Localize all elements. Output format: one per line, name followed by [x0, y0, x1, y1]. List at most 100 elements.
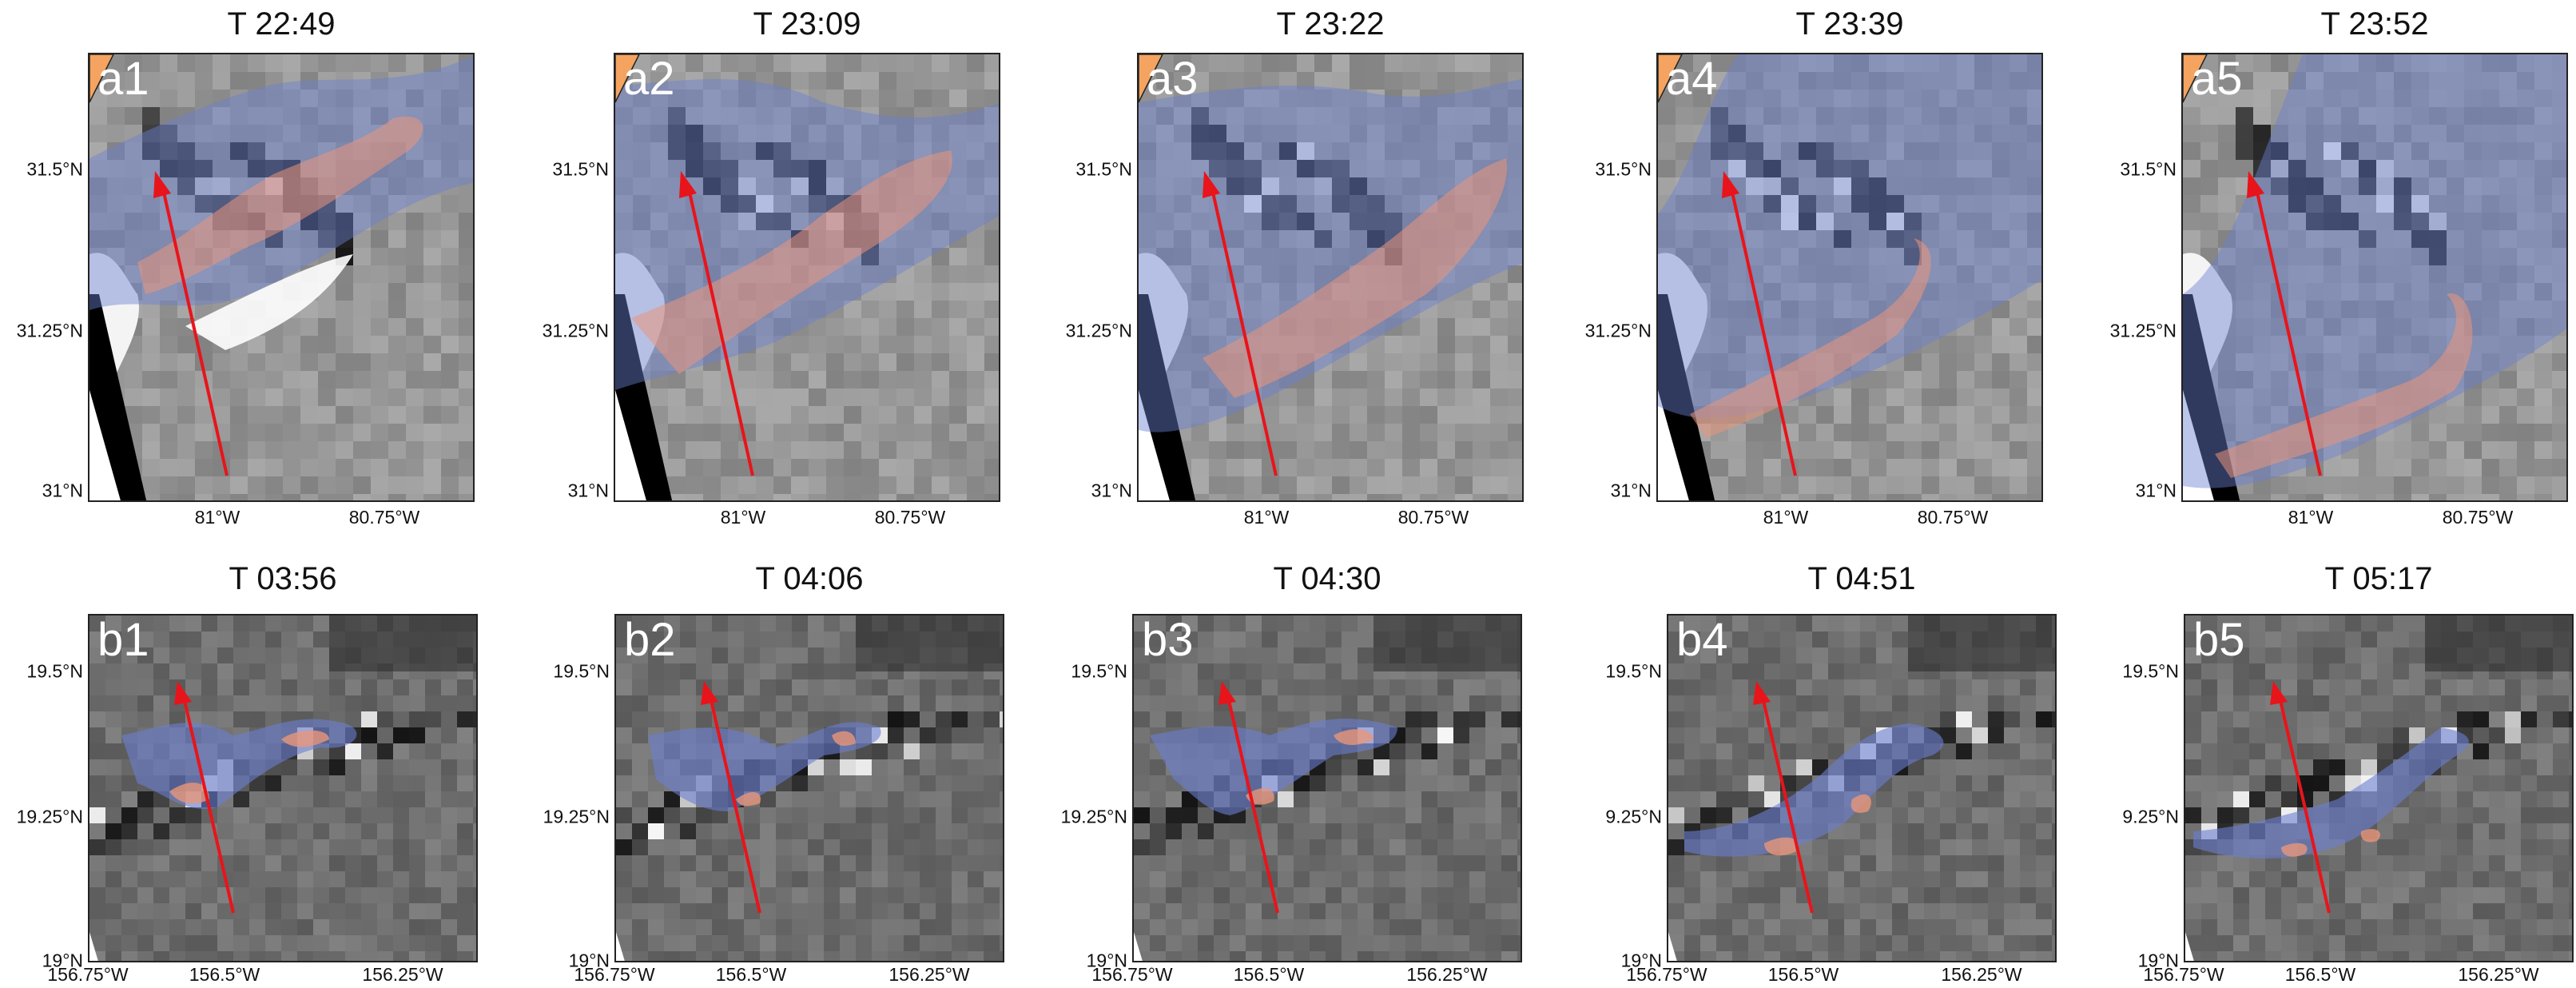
lat-tick-label: 9.25°N [1605, 806, 1662, 827]
land-wedge [1658, 54, 1683, 103]
panel-label: a1 [97, 53, 149, 105]
panel-label: b2 [624, 614, 676, 666]
land-wedge [615, 54, 640, 103]
lon-tick-label: 156.75°W [1091, 964, 1173, 985]
lat-tick-label: 31.5°N [1595, 158, 1652, 180]
panel-title: T 23:22 [1276, 6, 1385, 42]
transect-arrow [1753, 681, 1814, 914]
lon-tick-label: 156.5°W [715, 964, 787, 985]
dark-region [1908, 616, 2055, 671]
map-panel: a4 [1656, 53, 2043, 502]
positive-overlay [1764, 794, 1871, 856]
panel-label: b3 [1142, 614, 1194, 666]
lat-tick-label: 31.25°N [16, 320, 83, 341]
arrow-head [1218, 681, 1236, 705]
nodata-corner [89, 390, 121, 500]
lat-tick-label: 19.5°N [553, 660, 610, 682]
lon-tick-label: 156.25°W [1406, 964, 1488, 985]
lat-tick-label: 31°N [42, 480, 83, 501]
panel-label: b1 [97, 614, 149, 666]
map-panel: a1 [88, 53, 475, 502]
lon-tick-label: 156.25°W [2458, 964, 2539, 985]
positive-overlay [137, 116, 423, 294]
lon-tick-label: 81°W [194, 507, 241, 528]
lon-tick-label: 156.5°W [189, 964, 260, 985]
map-panel: b1 [88, 614, 478, 962]
map-canvas [89, 616, 476, 961]
map-canvas [1139, 54, 1522, 500]
lat-tick-label: 19.5°N [26, 660, 83, 682]
map-panel: a5 [2181, 53, 2568, 502]
lon-tick-label: 156.25°W [362, 964, 443, 985]
negative-overlay [648, 722, 881, 811]
positive-overlay [1203, 158, 1508, 398]
transect-arrow [2270, 681, 2331, 914]
negative-overlay [2183, 54, 2566, 488]
lat-tick-label: 19.5°N [2122, 660, 2179, 682]
arrow-head [1203, 171, 1220, 198]
negative-overlay [2193, 727, 2469, 859]
lon-tick-label: 156.25°W [1941, 964, 2022, 985]
transect-arrow [174, 681, 235, 914]
lat-tick-label: 9.25°N [2122, 806, 2179, 827]
map-panel: b2 [614, 614, 1004, 962]
map-canvas [2185, 616, 2572, 961]
land-wedge [2183, 54, 2208, 103]
panel-title: T 22:49 [227, 6, 336, 42]
panel-title: T 04:51 [1807, 561, 1916, 596]
arrow-head [2270, 681, 2288, 705]
positive-overlay [2281, 829, 2380, 857]
lon-tick-label: 156.75°W [1626, 964, 1707, 985]
lat-tick-label: 31°N [1091, 480, 1132, 501]
lat-tick-label: 31.25°N [542, 320, 609, 341]
negative-overlay [1684, 723, 1944, 857]
lat-tick-label: 31°N [567, 480, 609, 501]
transect-arrow [1722, 171, 1797, 476]
lat-tick-label: 31.25°N [1584, 320, 1652, 341]
arrow-head [1753, 681, 1771, 705]
lat-tick-label: 31.5°N [552, 158, 609, 180]
lat-tick-label: 31.5°N [1075, 158, 1132, 180]
positive-overlay [1246, 729, 1373, 805]
lon-tick-label: 80.75°W [1917, 507, 1989, 528]
nodata-corner [1658, 390, 1689, 500]
panel-title: T 23:39 [1795, 6, 1904, 42]
lat-tick-label: 19.25°N [543, 806, 610, 827]
lon-tick-label: 81°W [2288, 507, 2334, 528]
map-panel: b3 [1132, 614, 1522, 962]
lat-tick-label: 19°N [2137, 950, 2179, 971]
panel-title: T 03:56 [229, 561, 337, 596]
panel-label: a4 [1666, 53, 1718, 105]
arrow-head [679, 171, 697, 198]
map-canvas [2183, 54, 2566, 500]
panel-label: b5 [2193, 614, 2245, 666]
positive-overlay [2215, 293, 2473, 478]
arrow-head [153, 171, 171, 198]
lat-tick-label: 19.5°N [1605, 660, 1662, 682]
positive-overlay [631, 150, 952, 374]
positive-overlay [1690, 238, 1931, 438]
map-canvas [89, 54, 473, 500]
land-wedge [89, 54, 114, 103]
lat-tick-label: 19°N [1620, 950, 1662, 971]
bright-region [185, 254, 353, 350]
lat-tick-label: 19.25°N [1060, 806, 1127, 827]
panel-label: b4 [1676, 614, 1728, 666]
transect-arrow [1203, 171, 1278, 476]
lon-tick-label: 80.75°W [348, 507, 420, 528]
lon-tick-label: 80.75°W [1397, 507, 1469, 528]
lat-tick-label: 31.5°N [2120, 158, 2176, 180]
lat-tick-label: 31°N [1610, 480, 1652, 501]
grayscale-imagery [1134, 616, 1521, 961]
transect-arrow [2247, 171, 2322, 476]
nodata-corner [2183, 390, 2214, 500]
lon-tick-label: 156.75°W [2143, 964, 2224, 985]
transect-arrow [1218, 681, 1279, 914]
panel-label: a3 [1147, 53, 1199, 105]
lon-tick-label: 156.75°W [574, 964, 655, 985]
lon-tick-label: 80.75°W [874, 507, 946, 528]
panel-title: T 04:06 [755, 561, 864, 596]
lat-tick-label: 19.25°N [16, 806, 83, 827]
lon-tick-label: 156.25°W [888, 964, 970, 985]
map-panel: b5 [2184, 614, 2574, 962]
